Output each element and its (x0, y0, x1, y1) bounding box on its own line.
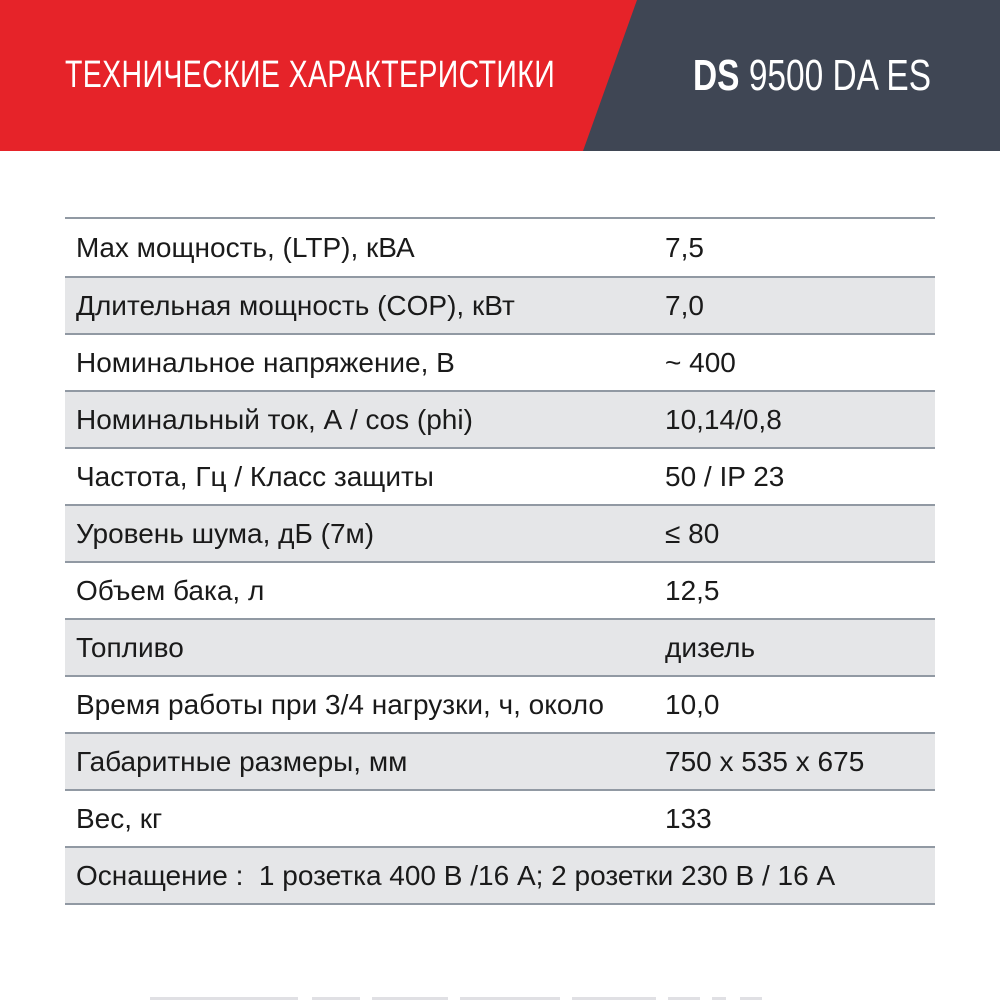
barcode-segment (312, 997, 360, 1000)
row-label: Длительная мощность (COP), кВт (76, 289, 515, 321)
row-value: ≤ 80 (665, 517, 720, 549)
row-value: 7,0 (665, 289, 704, 321)
table-row: Габаритные размеры, мм 750 x 535 x 675 (65, 732, 935, 789)
row-label: Объем бака, л (76, 574, 265, 606)
table-row: Номинальное напряжение, В ~ 400 (65, 333, 935, 390)
table-row: Топливо дизель (65, 618, 935, 675)
row-label: Уровень шума, дБ (7м) (76, 517, 375, 549)
table-row: Max мощность, (LTP), кВА 7,5 (65, 219, 935, 276)
row-label: Номинальное напряжение, В (76, 346, 455, 378)
row-label: Время работы при 3/4 нагрузки, ч, около (76, 688, 604, 720)
row-value: 750 x 535 x 675 (665, 745, 865, 777)
table-row: Номинальный ток, А / cos (phi) 10,14/0,8 (65, 390, 935, 447)
row-label: Частота, Гц / Класс защиты (76, 460, 434, 492)
barcode-segment (150, 997, 298, 1000)
row-value: 10,0 (665, 688, 720, 720)
red-diagonal-band (0, 0, 637, 151)
table-row: Объем бака, л 12,5 (65, 561, 935, 618)
table-row: Частота, Гц / Класс защиты 50 / IP 23 (65, 447, 935, 504)
model-series: DS (693, 50, 740, 100)
row-value: 12,5 (665, 574, 720, 606)
row-label: Топливо (76, 631, 184, 663)
row-label: Номинальный ток, А / cos (phi) (76, 403, 473, 435)
table-row: Время работы при 3/4 нагрузки, ч, около … (65, 675, 935, 732)
model-number: 9500 DA ES (748, 50, 932, 100)
barcode-segment (740, 997, 762, 1000)
page-title: ТЕХНИЧЕСКИЕ ХАРАКТЕРИСТИКИ (65, 54, 556, 96)
spec-table: Max мощность, (LTP), кВА 7,5 Длительная … (65, 217, 935, 905)
row-value: 133 (665, 802, 712, 834)
row-label: Габаритные размеры, мм (76, 745, 408, 777)
row-value: 50 / IP 23 (665, 460, 785, 492)
model-badge: DS 9500 DA ES (693, 0, 931, 151)
row-label: Max мощность, (LTP), кВА (76, 231, 415, 263)
row-value: 10,14/0,8 (665, 403, 782, 435)
equipment-text: Оснащение : 1 розетка 400 В /16 А; 2 роз… (76, 859, 836, 891)
barcode-segment (712, 997, 726, 1000)
barcode-strip (0, 996, 1000, 1000)
row-label: Вес, кг (76, 802, 163, 834)
barcode-segment (572, 997, 656, 1000)
row-value: ~ 400 (665, 346, 736, 378)
row-value: дизель (665, 631, 756, 663)
row-value: 7,5 (665, 231, 704, 263)
table-row: Вес, кг 133 (65, 789, 935, 846)
barcode-segment (668, 997, 700, 1000)
equipment-row: Оснащение : 1 розетка 400 В /16 А; 2 роз… (65, 846, 935, 903)
barcode-segment (372, 997, 448, 1000)
table-row: Уровень шума, дБ (7м) ≤ 80 (65, 504, 935, 561)
header-banner: ТЕХНИЧЕСКИЕ ХАРАКТЕРИСТИКИ DS 9500 DA ES (0, 0, 1000, 151)
table-row: Длительная мощность (COP), кВт 7,0 (65, 276, 935, 333)
barcode-segment (460, 997, 560, 1000)
